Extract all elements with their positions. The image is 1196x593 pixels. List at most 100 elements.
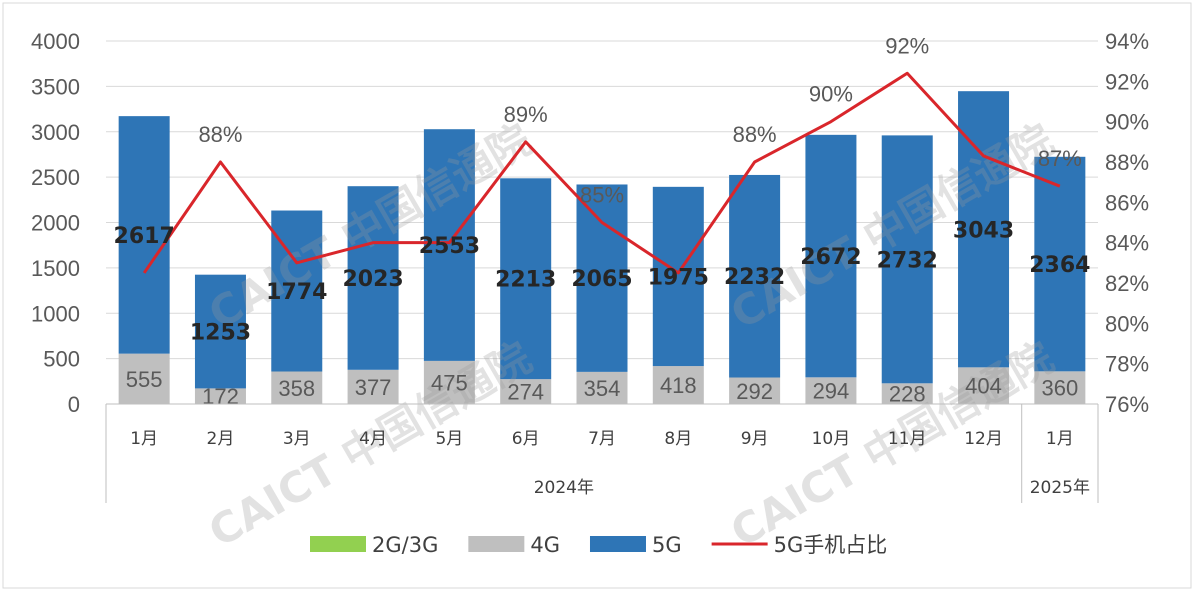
bar-5g (423, 129, 475, 361)
y-right-tick-label: 88% (1105, 150, 1149, 175)
bar-5g (194, 274, 246, 389)
label-5g: 1774 (266, 280, 327, 305)
label-4g: 358 (278, 376, 315, 401)
legend-label: 5G (652, 533, 682, 557)
label-5g-share: 90% (809, 82, 853, 107)
bars (118, 91, 1086, 404)
label-5g-share: 85% (580, 183, 624, 208)
bar-4g (576, 371, 628, 404)
x-tick-label: 1月 (130, 429, 158, 449)
line-5g-share (142, 71, 1061, 275)
label-5g: 3043 (953, 218, 1014, 243)
bar-4g (271, 371, 323, 404)
x-group-label: 2024年 (534, 478, 594, 498)
y-right-tick-label: 78% (1105, 352, 1149, 377)
axes: 0 500 1000 1500 2000 2500 3000 3500 4000 76% 78% 80… (31, 29, 1149, 503)
x-tick-label: 2月 (207, 429, 235, 449)
x-tick-label: 8月 (664, 429, 692, 449)
legend-swatch (310, 536, 366, 552)
label-5g: 2213 (495, 268, 556, 293)
bar-4g (347, 369, 399, 404)
y-left-tick-label: 4000 (31, 29, 80, 54)
y-left-tick-label: 3000 (31, 120, 80, 145)
legend-label: 4G (530, 533, 560, 557)
bar-5g (729, 174, 781, 378)
bar-4g (500, 379, 552, 404)
x-tick-label: 10月 (812, 429, 851, 449)
bar-4g (652, 366, 704, 404)
x-tick-label: 9月 (741, 429, 769, 449)
legend-swatch (589, 536, 646, 552)
y-left-tick-label: 500 (43, 347, 80, 372)
bar-5g (652, 186, 704, 367)
label-4g: 360 (1041, 376, 1078, 401)
label-5g-share: 88% (198, 122, 242, 147)
label-5g: 2065 (571, 267, 632, 292)
bar-5g (805, 134, 857, 378)
label-5g-share: 87% (1038, 146, 1082, 171)
label-5g: 2732 (877, 248, 938, 273)
label-5g: 2617 (114, 224, 175, 249)
legend: 2G/3G 4G 5G 5G手机占比 (310, 533, 887, 557)
bar-4g (194, 388, 246, 404)
bar-5g (881, 135, 933, 384)
y-right-tick-label: 94% (1105, 29, 1149, 54)
x-tick-label: 11月 (888, 429, 927, 449)
label-4g: 404 (965, 374, 1002, 399)
y-right-tick-label: 84% (1105, 231, 1149, 256)
y-right-tick-label: 82% (1105, 271, 1149, 296)
y-left-tick-label: 1000 (31, 301, 80, 326)
bar-5g (576, 184, 628, 372)
y-right-tick-label: 76% (1105, 392, 1149, 417)
x-tick-label: 3月 (283, 429, 311, 449)
bar-4g (958, 367, 1010, 404)
y-right-tick-label: 86% (1105, 190, 1149, 215)
bar-5g (1034, 156, 1086, 372)
bar-5g (500, 178, 552, 380)
y-left-tick-label: 0 (68, 392, 80, 417)
label-5g-share: 89% (504, 102, 548, 127)
y-right-tick-label: 92% (1105, 69, 1149, 94)
label-4g: 377 (355, 375, 392, 400)
x-tick-label: 5月 (435, 429, 463, 449)
label-5g: 2364 (1029, 253, 1090, 278)
label-5g: 2232 (724, 265, 785, 290)
x-tick-label: 6月 (512, 429, 540, 449)
data-labels: 555 2617 172 1253 358 1774 377 2023 475 2553 274 22… (114, 33, 1091, 409)
x-tick-label: 4月 (359, 429, 387, 449)
label-5g: 2023 (342, 267, 403, 292)
label-4g: 555 (126, 367, 163, 392)
label-5g: 2672 (800, 245, 861, 270)
label-5g: 1975 (648, 265, 709, 290)
bar-4g (118, 353, 170, 404)
share-line (142, 71, 1061, 275)
label-4g: 274 (507, 380, 544, 405)
x-tick-label: 7月 (588, 429, 616, 449)
bar-5g (271, 210, 323, 372)
label-5g-share: 92% (885, 33, 929, 58)
label-5g: 1253 (190, 321, 251, 346)
legend-label: 2G/3G (372, 533, 438, 557)
bar-4g (1034, 371, 1086, 404)
label-4g: 475 (431, 370, 468, 395)
x-tick-label: 1月 (1046, 429, 1074, 449)
label-5g: 2553 (419, 234, 480, 259)
label-4g: 354 (584, 376, 621, 401)
bar-5g (347, 186, 399, 370)
bar-4g (729, 377, 781, 404)
bar-5g (118, 116, 170, 354)
label-4g: 418 (660, 373, 697, 398)
label-4g: 228 (889, 382, 926, 407)
label-5g-share: 88% (733, 122, 777, 147)
y-left-tick-label: 2500 (31, 165, 80, 190)
x-group-label: 2025年 (1030, 478, 1090, 498)
y-right-tick-label: 90% (1105, 110, 1149, 135)
y-left-tick-label: 1500 (31, 256, 80, 281)
legend-swatch (468, 536, 525, 552)
bar-4g (423, 360, 475, 404)
label-4g: 292 (736, 379, 773, 404)
x-tick-label: 12月 (964, 429, 1003, 449)
y-left-tick-label: 3500 (31, 74, 80, 99)
